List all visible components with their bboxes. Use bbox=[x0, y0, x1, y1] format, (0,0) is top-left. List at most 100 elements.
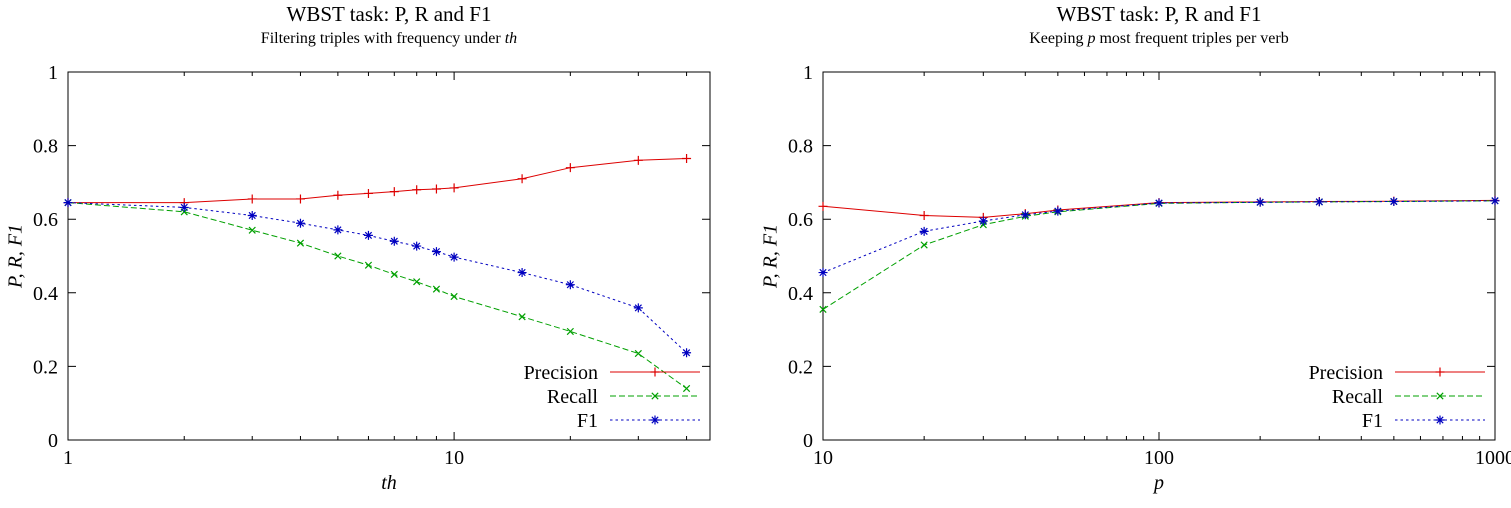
star-marker-icon bbox=[919, 226, 929, 236]
chart-filter-threshold: WBST task: P, R and F1 Filtering triples… bbox=[0, 0, 755, 508]
cross-marker-icon bbox=[334, 252, 342, 260]
star-marker-icon bbox=[179, 202, 189, 212]
legend-label-precision: Precision bbox=[1309, 362, 1383, 384]
plot-frame bbox=[822, 71, 1496, 441]
plus-marker-icon bbox=[919, 211, 929, 221]
y-tick-label: 0.8 bbox=[33, 136, 58, 158]
star-marker-icon bbox=[363, 230, 373, 240]
cross-marker-icon bbox=[819, 305, 827, 313]
cross-marker-icon bbox=[634, 349, 642, 358]
plus-marker-icon bbox=[295, 194, 305, 204]
subtitle-variable: th bbox=[504, 30, 518, 47]
series-line-recall bbox=[67, 202, 687, 389]
star-marker-icon bbox=[565, 280, 575, 290]
cross-marker-icon bbox=[432, 285, 441, 293]
x-tick-label: 100 bbox=[1144, 447, 1174, 469]
plus-marker-icon bbox=[431, 184, 441, 194]
chart-title: WBST task: P, R and F1 bbox=[1056, 2, 1262, 26]
cross-marker-icon bbox=[450, 292, 458, 301]
series-line-f1 bbox=[822, 200, 1496, 274]
subtitle-text-post: most frequent triples per verb bbox=[1095, 30, 1289, 47]
cross-marker-icon bbox=[651, 392, 659, 400]
star-marker-icon bbox=[682, 348, 692, 358]
x-tick-label: 1000 bbox=[1475, 447, 1511, 469]
plus-marker-icon bbox=[412, 185, 422, 195]
star-marker-icon bbox=[1435, 415, 1445, 425]
star-marker-icon bbox=[650, 415, 660, 425]
y-tick-label: 0 bbox=[48, 430, 58, 452]
series-line-recall bbox=[822, 200, 1496, 310]
cross-marker-icon bbox=[518, 313, 526, 321]
plus-marker-icon bbox=[363, 188, 373, 198]
star-marker-icon bbox=[1154, 198, 1164, 208]
legend-label-recall: Recall bbox=[1332, 386, 1384, 408]
y-tick-label: 0.2 bbox=[788, 356, 813, 378]
star-marker-icon bbox=[517, 268, 527, 278]
cross-marker-icon bbox=[390, 270, 398, 279]
star-marker-icon bbox=[1053, 206, 1063, 216]
star-marker-icon bbox=[1255, 197, 1265, 207]
y-tick-label: 0.6 bbox=[33, 209, 58, 231]
plus-marker-icon bbox=[517, 174, 527, 184]
subtitle-text-pre: Filtering triples with frequency under bbox=[260, 30, 505, 47]
star-marker-icon bbox=[818, 268, 828, 278]
chart-subtitle: Filtering triples with frequency under t… bbox=[68, 30, 710, 48]
cross-marker-icon bbox=[682, 384, 691, 393]
cross-marker-icon bbox=[566, 327, 574, 336]
cross-marker-icon bbox=[248, 226, 256, 234]
plus-marker-icon bbox=[818, 201, 828, 211]
star-marker-icon bbox=[63, 198, 73, 208]
legend-label-f1: F1 bbox=[577, 410, 598, 432]
plus-marker-icon bbox=[247, 194, 257, 204]
subtitle-variable: p bbox=[1087, 30, 1096, 47]
legend-label-recall: Recall bbox=[547, 386, 599, 408]
star-marker-icon bbox=[431, 247, 441, 257]
subtitle-text-pre: Keeping bbox=[1029, 30, 1088, 47]
plus-marker-icon bbox=[449, 183, 459, 193]
y-tick-label: 0.4 bbox=[788, 283, 813, 305]
y-tick-label: 1 bbox=[803, 62, 813, 84]
plus-marker-icon bbox=[682, 153, 692, 163]
series-line-f1 bbox=[67, 202, 687, 354]
star-marker-icon bbox=[412, 241, 422, 251]
x-tick-label: 10 bbox=[813, 447, 833, 469]
legend-label-precision: Precision bbox=[524, 362, 598, 384]
chart-keep-p-triples: WBST task: P, R and F1 Keeping p most fr… bbox=[755, 0, 1511, 508]
x-tick-label: 10 bbox=[444, 447, 464, 469]
plus-marker-icon bbox=[650, 367, 660, 377]
star-marker-icon bbox=[1490, 196, 1500, 206]
plus-marker-icon bbox=[565, 163, 575, 173]
y-tick-label: 1 bbox=[48, 62, 58, 84]
star-marker-icon bbox=[333, 225, 343, 235]
star-marker-icon bbox=[389, 236, 399, 246]
y-tick-label: 0.4 bbox=[33, 283, 58, 305]
cross-marker-icon bbox=[920, 241, 928, 249]
plus-marker-icon bbox=[1435, 367, 1445, 377]
star-marker-icon bbox=[1314, 197, 1324, 207]
cross-marker-icon bbox=[1436, 392, 1444, 400]
plus-marker-icon bbox=[633, 155, 643, 165]
y-tick-label: 0 bbox=[803, 430, 813, 452]
x-tick-label: 1 bbox=[63, 447, 73, 469]
x-axis-label: p bbox=[1154, 472, 1164, 494]
star-marker-icon bbox=[978, 216, 988, 226]
star-marker-icon bbox=[633, 303, 643, 313]
series-line-precision bbox=[822, 199, 1496, 218]
plus-marker-icon bbox=[333, 190, 343, 200]
plus-marker-icon bbox=[389, 187, 399, 197]
star-marker-icon bbox=[1389, 197, 1399, 207]
series-line-precision bbox=[68, 158, 687, 204]
chart-title: WBST task: P, R and F1 bbox=[286, 2, 492, 26]
y-tick-label: 0.2 bbox=[33, 356, 58, 378]
cross-marker-icon bbox=[364, 261, 373, 269]
y-tick-label: 0.8 bbox=[788, 136, 813, 158]
plot-frame bbox=[67, 71, 711, 441]
star-marker-icon bbox=[247, 211, 257, 221]
y-tick-label: 0.6 bbox=[788, 209, 813, 231]
x-axis-label: th bbox=[381, 472, 397, 494]
star-marker-icon bbox=[295, 218, 305, 228]
star-marker-icon bbox=[449, 252, 459, 262]
